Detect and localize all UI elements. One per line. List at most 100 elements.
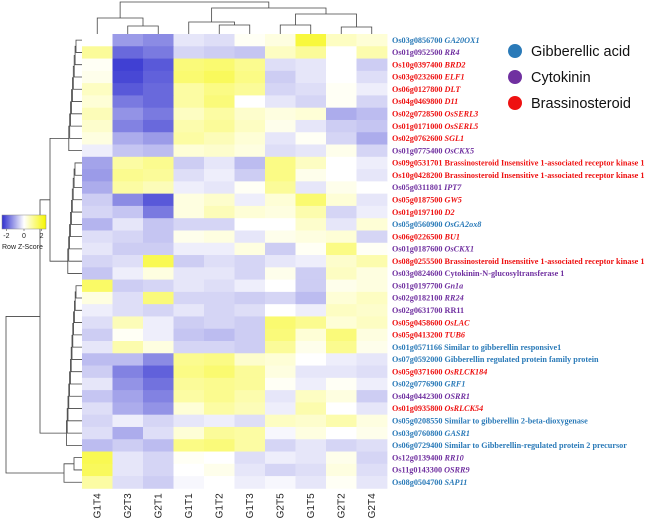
heatmap-cell	[112, 181, 144, 195]
row-label: Os07g0592000 Gibberellin regulated prote…	[392, 355, 599, 364]
heatmap-cell	[234, 83, 266, 96]
heatmap-cell	[173, 34, 205, 47]
heatmap-cell	[82, 156, 113, 170]
heatmap-cell	[82, 365, 113, 379]
heatmap-cell	[173, 402, 205, 416]
heatmap-cell	[326, 390, 357, 403]
column-label: G1T3	[245, 493, 256, 518]
heatmap-cell	[265, 34, 296, 47]
heatmap-cell	[143, 414, 174, 428]
heatmap-cell	[204, 476, 235, 489]
heatmap-cell	[265, 242, 296, 256]
gene-name: RR11	[445, 306, 465, 315]
heatmap-cell	[356, 476, 388, 489]
heatmap-cell	[234, 267, 266, 280]
heatmap-cell	[265, 58, 296, 72]
heatmap-cell	[112, 156, 144, 170]
heatmap-cell	[356, 132, 388, 145]
heatmap-cell	[265, 328, 296, 342]
heatmap-cell	[234, 95, 266, 109]
heatmap-cell	[356, 34, 388, 47]
heatmap-cell	[112, 390, 144, 403]
heatmap-cell	[326, 451, 357, 465]
row-label: Os10g0397400 BRD2	[392, 60, 465, 69]
heatmap-cell	[82, 205, 113, 219]
legend-swatch	[508, 44, 522, 58]
heatmap-cell	[204, 439, 235, 452]
heatmap-cell	[143, 169, 174, 182]
dendrogram-branch	[75, 39, 82, 53]
locus-id: Os04g0442300	[392, 392, 445, 401]
locus-id: Os01g0775400	[392, 146, 445, 155]
heatmap-cell	[82, 181, 113, 195]
heatmap-cell	[234, 132, 266, 145]
heatmap-cell	[204, 377, 235, 391]
heatmap-cell	[295, 451, 327, 465]
color-key-tick-label: 2	[40, 233, 44, 240]
heatmap-cell	[204, 119, 235, 133]
gene-name: GASR1	[445, 429, 470, 438]
locus-id: Os09g0531701	[392, 159, 445, 168]
heatmap-cell	[173, 267, 205, 280]
heatmap-cell	[82, 279, 113, 293]
heatmap-cell	[143, 46, 174, 59]
heatmap-cell	[143, 328, 174, 342]
heatmap-cell	[112, 402, 144, 416]
row-label: Os09g0531701 Brassinosteroid Insensitive…	[392, 159, 644, 168]
heatmap-cell	[356, 70, 388, 84]
heatmap-cell	[356, 107, 388, 121]
heatmap-cell	[234, 426, 266, 440]
heatmap-cell	[234, 279, 266, 293]
row-label: Os10g0428200 Brassinosteroid Insensitive…	[392, 171, 644, 180]
heatmap-cell	[204, 267, 235, 280]
heatmap-cell	[295, 230, 327, 244]
heatmap-cell	[234, 414, 266, 428]
row-label: Os06g0729400 Similar to Gibberellin-regu…	[392, 441, 627, 450]
heatmap-cell	[265, 304, 296, 317]
heatmap-cell	[265, 451, 296, 465]
row-label: Os03g0824600 Cytokinin-N-glucosyltransfe…	[392, 269, 564, 278]
column-label: G2T3	[123, 493, 134, 518]
heatmap-cell	[112, 46, 144, 59]
heatmap-cell	[173, 451, 205, 465]
gene-name: Similar to gibberellin responsive1	[444, 343, 561, 352]
locus-id: Os03g0856700	[392, 36, 445, 45]
heatmap-cell	[204, 414, 235, 428]
heatmap-cell	[204, 402, 235, 416]
heatmap-cell	[295, 353, 327, 366]
gene-name: ELF1	[444, 73, 465, 82]
heatmap-cell	[82, 390, 113, 403]
color-key-bar	[1, 214, 47, 230]
heatmap-cell	[326, 181, 357, 195]
locus-id: Os01g0197700	[392, 281, 445, 290]
heatmap-cell	[234, 255, 266, 268]
heatmap-cell	[204, 316, 235, 330]
row-label: Os08g0255500 Brassinosteroid Insensitive…	[392, 257, 644, 266]
heatmap-cell	[295, 426, 327, 440]
heatmap-cell	[295, 267, 327, 280]
column-label: G2T2	[337, 493, 348, 518]
heatmap-cell	[234, 107, 266, 121]
heatmap-cell	[234, 119, 266, 133]
locus-id: Os05g0187500	[392, 195, 445, 204]
heatmap-cell	[265, 70, 296, 84]
heatmap-cell	[204, 83, 235, 96]
heatmap-cell	[234, 316, 266, 330]
heatmap-cell	[234, 365, 266, 379]
heatmap-cell	[295, 156, 327, 170]
heatmap-cell	[356, 414, 388, 428]
heatmap-cell	[356, 230, 388, 244]
heatmap-cell	[204, 181, 235, 195]
heatmap-cell	[265, 316, 296, 330]
gene-name: GA20OX1	[445, 36, 480, 45]
locus-id: Os04g0469800	[392, 97, 445, 106]
heatmap-cell	[112, 291, 144, 305]
heatmap-cell	[265, 476, 296, 489]
heatmap-cell	[82, 291, 113, 305]
heatmap-cell	[173, 390, 205, 403]
heatmap-cell	[326, 255, 357, 268]
dendrogram-branch	[75, 285, 82, 299]
row-label: Os05g0311801 IPT7	[392, 183, 462, 192]
heatmap-cell	[112, 365, 144, 379]
heatmap-cell	[356, 291, 388, 305]
